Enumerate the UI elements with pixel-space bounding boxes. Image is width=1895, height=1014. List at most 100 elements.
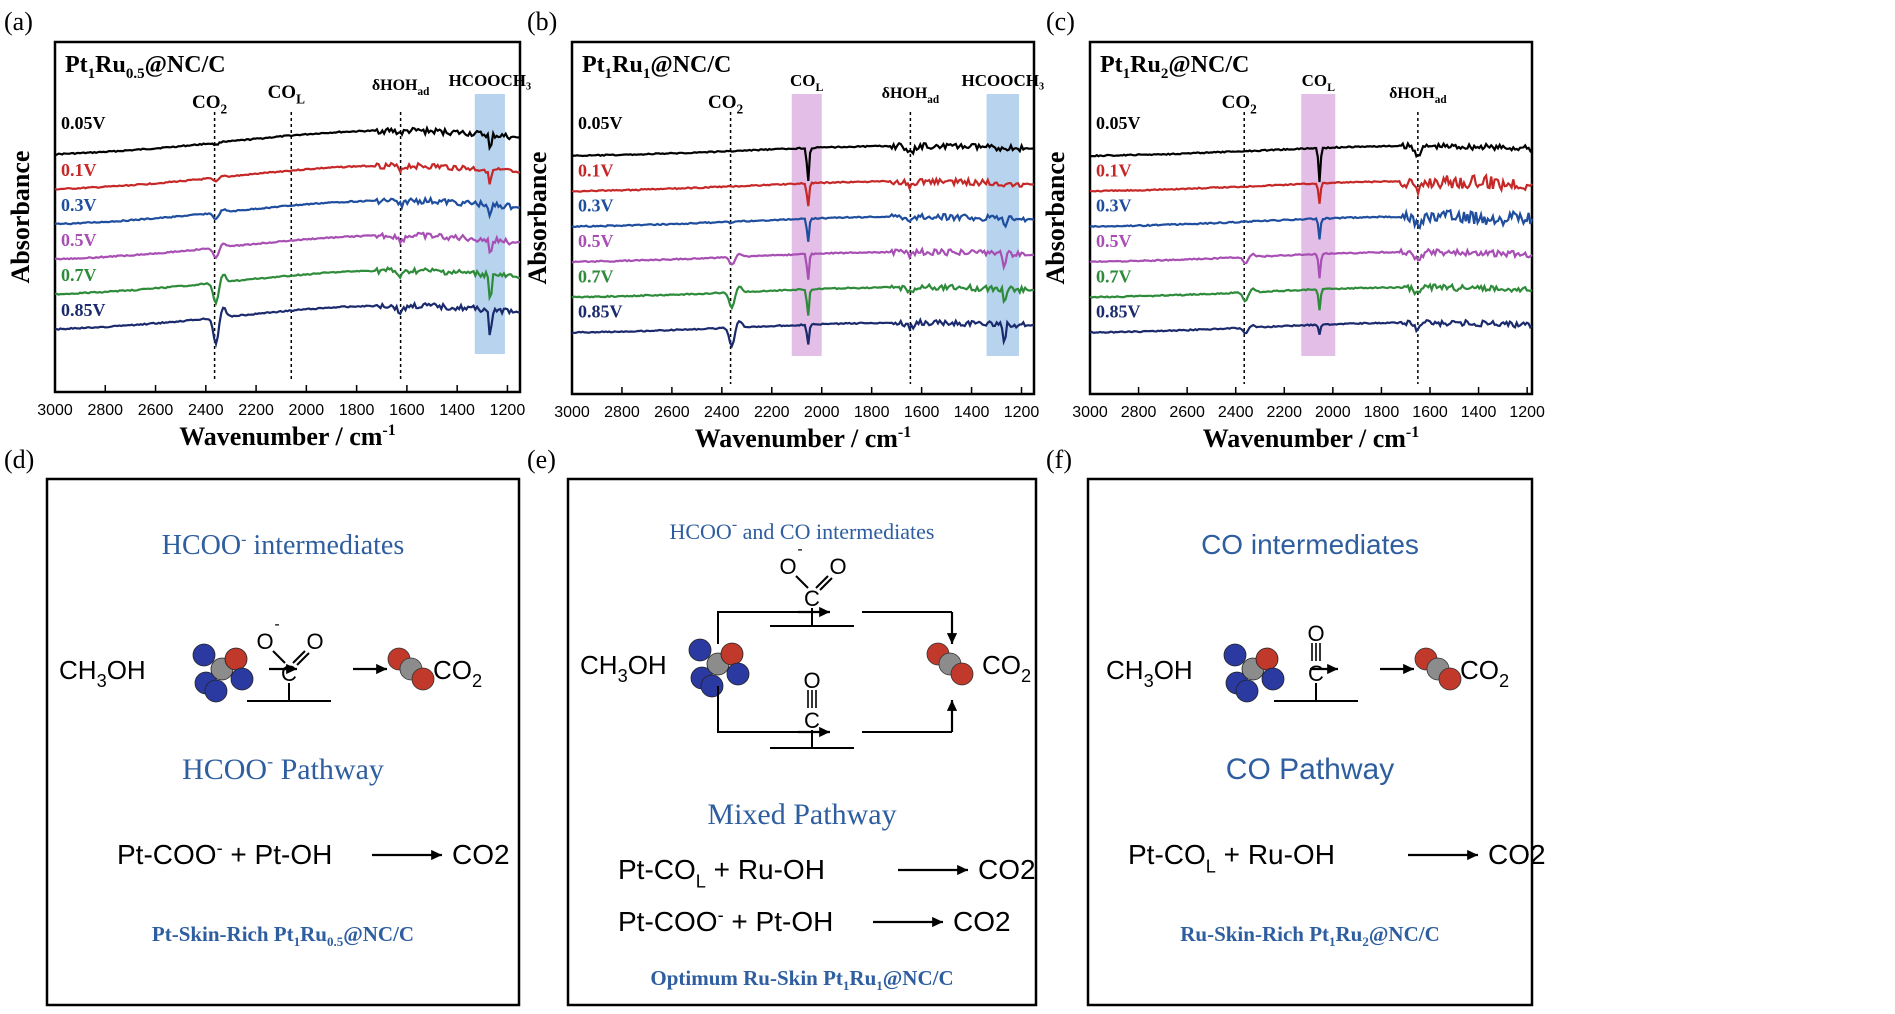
arrow-head (819, 606, 830, 618)
potential-label: 0.85V (1096, 302, 1141, 322)
methanol-molecule-icon (1223, 643, 1285, 703)
equation-product: CO2 (953, 906, 1011, 937)
x-tick-label: 1200 (490, 402, 526, 419)
ftir-panel-a: HCOOCH₃ CO2​ COL​ δHOHad​ Pt1Ru0.5@NC/C 0.05V… (4, 7, 531, 451)
pathway-label: CO Pathway (1226, 753, 1394, 786)
reactant-label: CH3​OH (1106, 655, 1193, 691)
x-tick-label: 2000 (804, 404, 840, 421)
marker-label: δHOHad​ (372, 77, 430, 98)
potential-label: 0.7V (578, 266, 614, 286)
panel-letter: (a) (4, 7, 33, 36)
panel-letter: (b) (527, 7, 557, 36)
spectrum-line (54, 195, 521, 226)
panel-letter: (f) (1046, 445, 1072, 474)
panel-frame (45, 477, 521, 1007)
spectrum-line (1089, 140, 1533, 183)
x-tick-label: 1600 (904, 404, 940, 421)
potential-label: 0.05V (1096, 113, 1141, 133)
y-axis-title: Absorbance (1041, 152, 1070, 285)
potential-label: 0.3V (578, 196, 614, 216)
svg-text:C: C (1308, 661, 1324, 686)
pathway-label: HCOO- Pathway (182, 751, 384, 786)
spectrum-line (1089, 208, 1534, 240)
arrow-head (957, 864, 968, 876)
x-tick-label: 2200 (1266, 404, 1302, 421)
spectrum-line (55, 125, 521, 156)
sample-title: Pt1Ru1@NC/C (582, 52, 731, 82)
potential-label: 0.5V (61, 230, 97, 250)
arrow-head (946, 633, 958, 644)
spectrum-line (571, 212, 1035, 242)
svg-text:C: C (804, 586, 820, 611)
product-label: CO2​ (982, 650, 1031, 686)
x-tick-label: 2800 (1121, 404, 1157, 421)
x-tick-label: 3000 (554, 404, 590, 421)
arrow-head (376, 663, 387, 675)
plot-frame (570, 40, 1036, 396)
y-axis-title: Absorbance (523, 152, 552, 285)
svg-text:O: O (256, 629, 273, 654)
x-axis-title: Wavenumber / cm-1 (179, 422, 396, 451)
panel-frame (1086, 477, 1534, 1007)
arrow-head (1467, 849, 1478, 861)
product-label: CO2​ (433, 655, 482, 691)
marker-label: CO2​ (192, 92, 228, 117)
svg-text:C: C (804, 708, 820, 733)
x-tick-label: 2400 (1218, 404, 1254, 421)
formate-adsorbate-icon: CO O- (770, 541, 854, 627)
potential-label: 0.7V (61, 265, 97, 285)
x-tick-label: 2400 (188, 402, 224, 419)
potential-label: 0.5V (1096, 231, 1132, 251)
marker-label: δHOHad​ (882, 85, 940, 106)
reaction-equation: Pt-COL + Ru-OH (618, 854, 825, 891)
potential-label: 0.7V (1096, 266, 1132, 286)
spectrum-line (571, 175, 1035, 207)
formate-adsorbate-icon: CO O- (247, 616, 331, 702)
intermediates-title: CO intermediates (1201, 529, 1419, 560)
co-adsorbate-icon: CO (770, 668, 854, 749)
spectrum-line (571, 246, 1034, 280)
x-tick-label: 1400 (439, 402, 475, 419)
arrow-head (1403, 663, 1414, 675)
potential-label: 0.85V (578, 302, 623, 322)
ftir-panel-c: COL​ CO2​ δHOHad​ Pt1Ru2@NC/C 0.05V 0.1V 0.3V 0… (1041, 7, 1545, 453)
spectrum-line (55, 231, 521, 261)
svg-text:O: O (803, 668, 820, 693)
potential-label: 0.3V (1096, 196, 1132, 216)
reactant-label: CH3​OH (59, 655, 146, 691)
panel-letter: (d) (4, 445, 34, 474)
spectrum-line (1089, 172, 1533, 204)
branch-line (717, 611, 798, 644)
x-tick-label: 1400 (1461, 404, 1497, 421)
marker-label: COL​ (268, 82, 306, 107)
spectrum-line (1089, 247, 1533, 279)
arrow-head (431, 849, 442, 861)
ftir-panel-b: COL​ HCOOCH₃ CO2​ δHOHad​ Pt1Ru1@NC/C 0.05V 0.… (523, 7, 1044, 453)
x-tick-label: 1600 (389, 402, 425, 419)
potential-label: 0.5V (578, 231, 614, 251)
svg-text:-: - (797, 541, 802, 558)
branch-line (717, 686, 798, 733)
potential-label: 0.1V (61, 160, 97, 180)
mechanism-panel-d: (d)HCOO- intermediatesCH3​OHCOO-CO2​HCOO… (4, 445, 521, 1007)
spectrum-line (571, 316, 1035, 349)
marker-label: δHOHad​ (1389, 85, 1447, 106)
equation-product: CO2 (978, 854, 1036, 885)
mechanism-panel-f: (f) CO intermediates CH3​OH CO CO2​ CO Pathwa… (1046, 445, 1546, 1007)
svg-text:O: O (829, 554, 846, 579)
arrow-head (932, 916, 943, 928)
x-tick-label: 1200 (1509, 404, 1545, 421)
x-tick-label: 1400 (954, 404, 990, 421)
arrow-head (946, 700, 958, 711)
spectrum-line (571, 282, 1035, 316)
x-tick-label: 2200 (754, 404, 790, 421)
sample-title: Pt1Ru0.5@NC/C (65, 52, 226, 82)
svg-text:C: C (281, 661, 297, 686)
panel-letter: (e) (527, 445, 556, 474)
marker-label: CO2​ (1222, 92, 1258, 117)
svg-text:O: O (306, 629, 323, 654)
x-tick-label: 3000 (37, 402, 73, 419)
x-tick-label: 2400 (704, 404, 740, 421)
x-tick-label: 2000 (1315, 404, 1351, 421)
